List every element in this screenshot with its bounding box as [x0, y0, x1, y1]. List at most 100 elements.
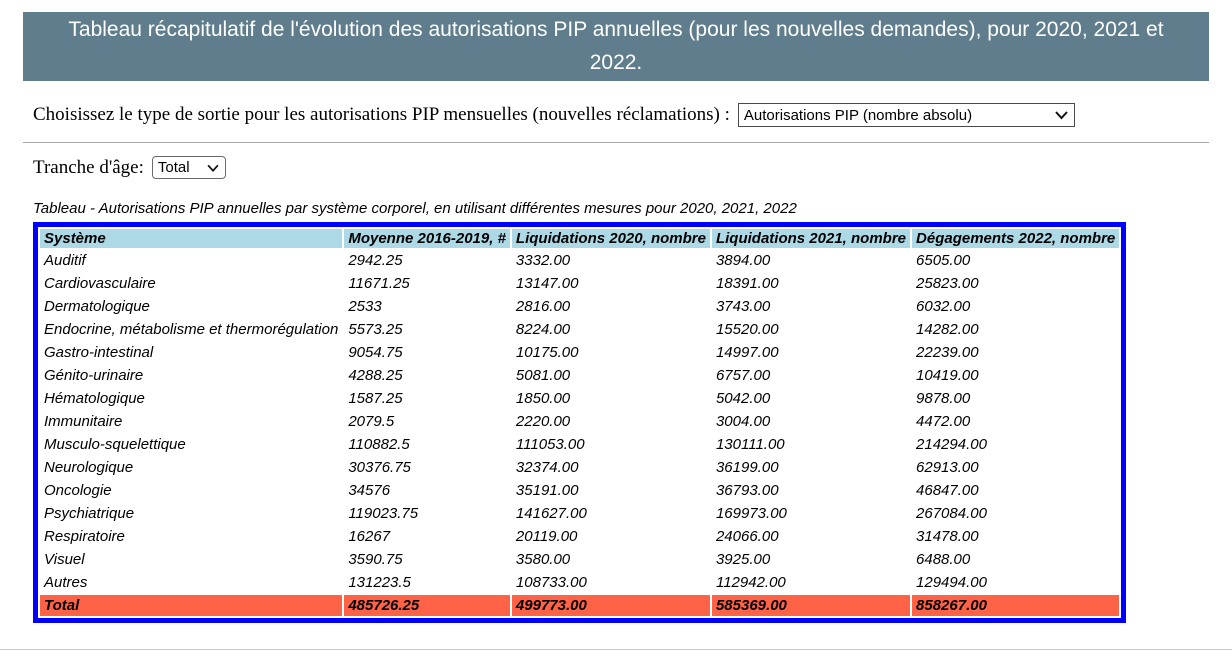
value-cell: 3925.00	[715, 551, 771, 568]
table-row-14: Autres 131223.5 108733.00 112942.00 129494.0…	[40, 572, 1119, 593]
data-table: Système Moyenne 2016-2019, # Liquidations …	[33, 222, 1127, 623]
value-cell: 32374.00	[515, 459, 579, 476]
age-range-label: Tranche d'âge:	[33, 156, 144, 178]
value-cell: 214294.00	[916, 436, 987, 453]
row-label-cell: Neurologique	[44, 459, 134, 476]
value-cell: 2220.00	[515, 413, 571, 430]
value-cell: 3004.00	[715, 413, 771, 430]
value-cell: 1587.25	[348, 390, 403, 407]
age-range-select[interactable]: Total	[151, 156, 226, 179]
value-cell: 6032.00	[916, 298, 971, 315]
value-cell: 6757.00	[715, 367, 771, 384]
value-cell: 6505.00	[916, 252, 971, 269]
value-cell: 8224.00	[515, 321, 571, 338]
value-cell: 4472.00	[916, 413, 971, 430]
value-cell: 110882.5	[348, 436, 410, 453]
row-label-cell: Autres	[44, 574, 88, 591]
table-row-1: Cardiovasculaire 11671.25 13147.00 18391.00…	[40, 273, 1119, 294]
row-label-cell: Musculo-squelettique	[44, 436, 186, 453]
value-cell: 112942.00	[715, 574, 786, 591]
table-row-10: Oncologie 34576 35191.00 36793.00 46847.00	[40, 480, 1119, 501]
value-cell: 25823.00	[916, 275, 979, 292]
value-cell: 14997.00	[715, 344, 779, 361]
age-range-row: Tranche d'âge: Total	[33, 156, 1222, 179]
table-row-5: Génito-urinaire 4288.25 5081.00 6757.00 1041…	[40, 365, 1119, 386]
section-divider	[23, 142, 1209, 143]
table-row-13: Visuel 3590.75 3580.00 3925.00 6488.00	[40, 549, 1119, 570]
value-cell: 2942.25	[348, 252, 403, 269]
table-row-0: Auditif 2942.25 3332.00 3894.00 6505.00	[40, 250, 1119, 271]
value-cell: 119023.75	[348, 505, 419, 522]
value-cell: 62913.00	[916, 459, 979, 476]
column-header-0: Système	[40, 229, 343, 248]
row-label-cell: Endocrine, métabolisme et thermorégulati…	[44, 321, 339, 338]
value-cell: 169973.00	[715, 505, 787, 522]
value-cell: 5042.00	[715, 390, 771, 407]
value-cell: 18391.00	[715, 275, 779, 292]
value-cell: 24066.00	[715, 528, 779, 545]
column-header-2: Liquidations 2020, nombre	[511, 229, 710, 248]
value-cell: 11671.25	[348, 275, 410, 292]
value-cell: 9878.00	[916, 390, 971, 407]
total-row: Total 485726.25 499773.00 585369.00 858267.0…	[40, 595, 1120, 616]
value-cell: 6488.00	[916, 551, 971, 568]
value-cell: 9054.75	[348, 344, 403, 361]
row-label-cell: Immunitaire	[44, 413, 123, 430]
window-bottom-edge	[0, 649, 1232, 650]
table-row-12: Respiratoire 16267 20119.00 24066.00 31478.0…	[40, 526, 1119, 547]
value-cell: 10175.00	[515, 344, 579, 361]
value-cell: 3580.00	[515, 551, 571, 568]
value-cell: 111053.00	[515, 436, 585, 453]
value-cell: 1850.00	[515, 390, 571, 407]
value-cell: 2079.5	[348, 413, 395, 430]
value-cell: 46847.00	[916, 482, 979, 499]
table-row-2: Dermatologique 2533 2816.00 3743.00 6032.00	[40, 296, 1119, 317]
value-cell: 3743.00	[715, 298, 771, 315]
row-label-cell: Auditif	[44, 252, 86, 269]
value-cell: 858267.00	[912, 595, 1120, 616]
column-header-1: Moyenne 2016-2019, #	[344, 229, 510, 248]
output-type-select[interactable]: Autorisations PIP (nombre absolu)	[737, 103, 1075, 127]
table-row-6: Hématologique 1587.25 1850.00 5042.00 9878.0…	[40, 388, 1119, 409]
value-cell: 3332.00	[515, 252, 571, 269]
row-label-cell: Génito-urinaire	[44, 367, 144, 384]
value-cell: 5573.25	[348, 321, 403, 338]
value-cell: 3590.75	[348, 551, 403, 568]
row-label-cell: Gastro-intestinal	[44, 344, 154, 361]
row-label-cell: Respiratoire	[44, 528, 125, 545]
row-label-cell: Hématologique	[44, 390, 145, 407]
value-cell: 3894.00	[715, 252, 771, 269]
value-cell: 129494.00	[916, 574, 987, 591]
row-label-cell: Dermatologique	[44, 298, 150, 315]
value-cell: 22239.00	[916, 344, 979, 361]
value-cell: 485726.25	[344, 595, 510, 616]
value-cell: 36793.00	[715, 482, 779, 499]
value-cell: 2533	[348, 298, 382, 315]
value-cell: 131223.5	[348, 574, 411, 591]
output-type-row: Choisissez le type de sortie pour les au…	[33, 103, 1222, 127]
value-cell: 108733.00	[515, 574, 587, 591]
table-caption: Tableau - Autorisations PIP annuelles pa…	[33, 200, 797, 217]
column-header-4: Dégagements 2022, nombre	[912, 229, 1120, 248]
table-row-9: Neurologique 30376.75 32374.00 36199.00 6291…	[40, 457, 1119, 478]
value-cell: 4288.25	[348, 367, 403, 384]
value-cell: 499773.00	[511, 595, 710, 616]
value-cell: 20119.00	[515, 528, 578, 545]
row-label-cell: Total	[40, 595, 343, 616]
output-type-label: Choisissez le type de sortie pour les au…	[33, 104, 730, 125]
row-label-cell: Cardiovasculaire	[44, 275, 156, 292]
value-cell: 15520.00	[715, 321, 779, 338]
table-body: Auditif 2942.25 3332.00 3894.00 6505.00 Cardi…	[40, 250, 1120, 616]
table-row-3: Endocrine, métabolisme et thermorégulati…	[40, 319, 1119, 340]
table-row-7: Immunitaire 2079.5 2220.00 3004.00 4472.00	[40, 411, 1119, 432]
value-cell: 2816.00	[515, 298, 571, 315]
table-row-4: Gastro-intestinal 9054.75 10175.00 14997.00…	[40, 342, 1119, 363]
value-cell: 16267	[348, 528, 391, 545]
value-cell: 14282.00	[916, 321, 979, 338]
value-cell: 267084.00	[916, 505, 987, 522]
header-row: Système Moyenne 2016-2019, # Liquidations …	[40, 229, 1120, 248]
table-header: Système Moyenne 2016-2019, # Liquidations …	[40, 229, 1120, 248]
value-cell: 30376.75	[348, 459, 411, 476]
column-header-3: Liquidations 2021, nombre	[711, 229, 911, 248]
value-cell: 13147.00	[515, 275, 579, 292]
